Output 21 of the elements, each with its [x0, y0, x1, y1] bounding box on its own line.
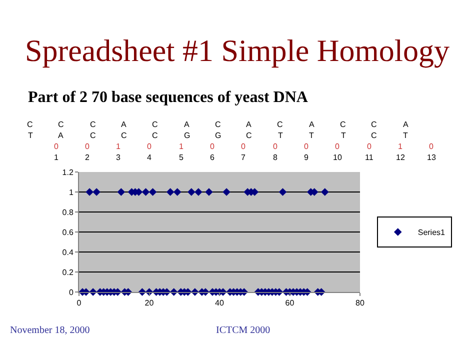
text: T A C C C G G C T T T C T [28, 131, 408, 140]
text: C C C A C A C A C A C C A [27, 120, 408, 129]
y-tick-label: 0.2 [62, 268, 74, 277]
text: 0 0 1 0 1 0 0 0 0 0 0 1 0 [54, 142, 434, 151]
y-tick-label: 1 [68, 188, 74, 197]
legend-label: Series1 [418, 228, 446, 238]
chart-subtitle: Part of 2 70 base sequences of yeast DNA [28, 89, 308, 106]
y-tick-label: 0 [68, 288, 74, 297]
y-tick-label: 0.6 [62, 228, 74, 237]
x-tick-label: 60 [285, 298, 295, 308]
text: November 18, 2000 [10, 325, 90, 336]
text: 1 2 3 4 5 6 7 8 9 10 11 12 13 [54, 153, 436, 162]
y-tick-label: 0.4 [62, 248, 74, 257]
chart-title: Spreadsheet #1 Simple Homology [25, 33, 450, 68]
y-tick-label: 1.2 [62, 168, 74, 177]
x-tick-label: 40 [215, 298, 224, 308]
x-tick-label: 0 [76, 298, 82, 308]
text: ICTCM 2000 [216, 325, 270, 336]
x-tick-label: 80 [356, 298, 365, 308]
x-tick-label: 20 [144, 298, 154, 308]
y-tick-label: 0.8 [62, 208, 74, 217]
